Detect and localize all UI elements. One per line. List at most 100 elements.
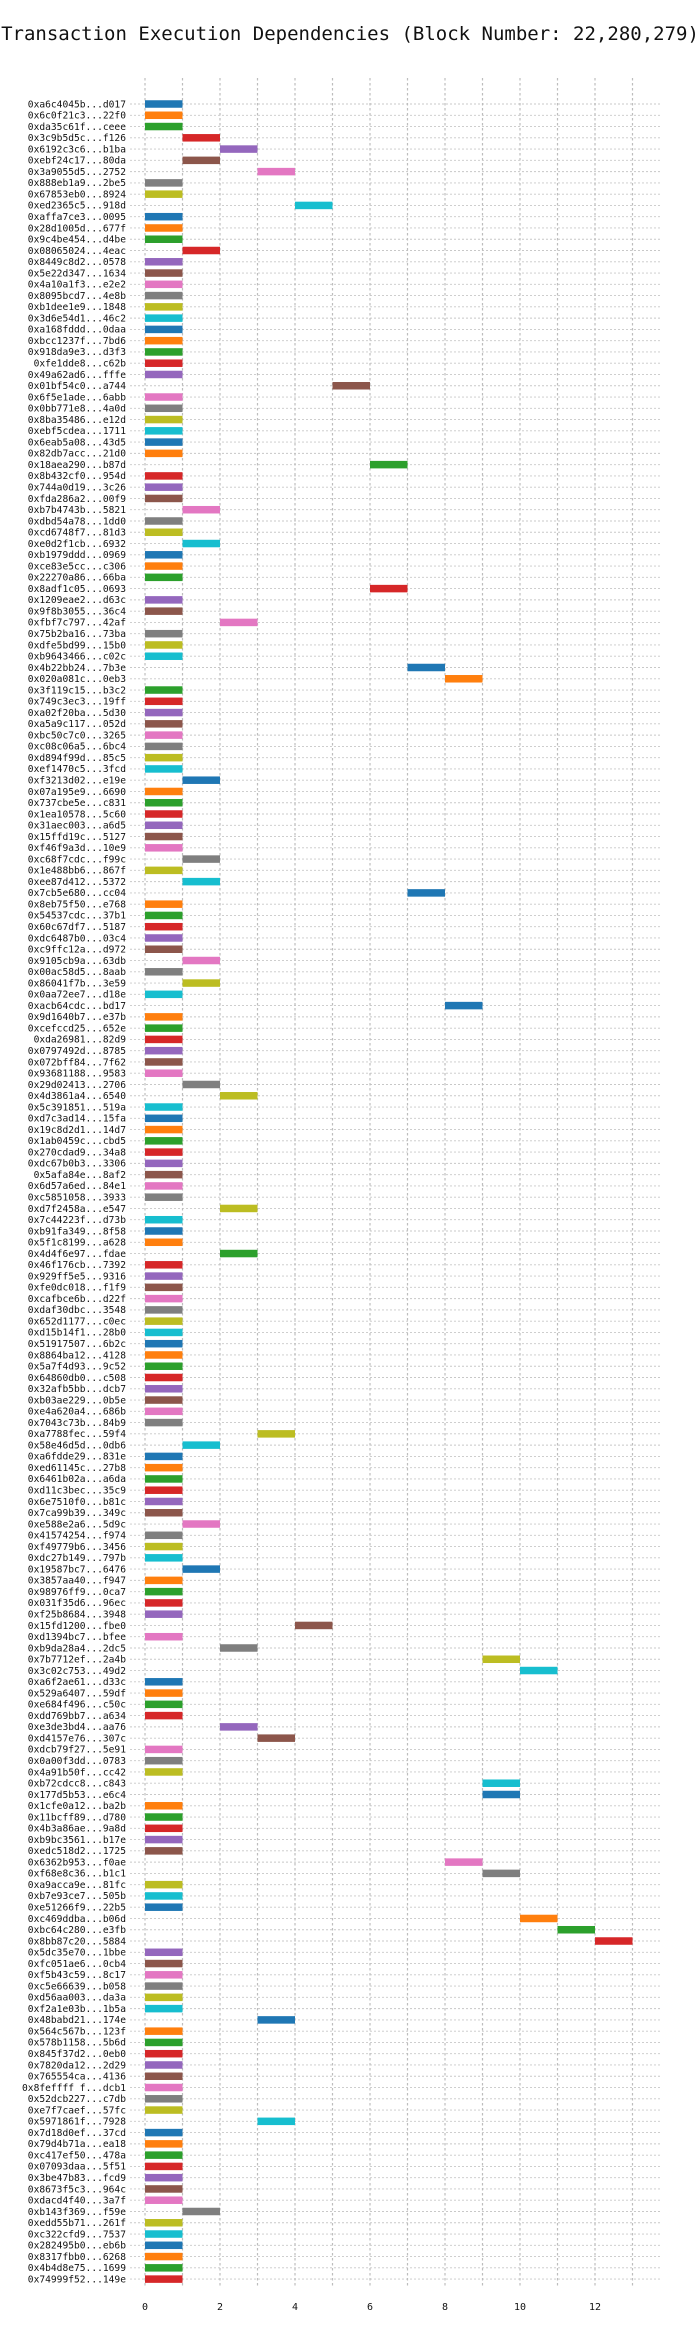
transaction-label: 0x282495b0...eb6b: [28, 2241, 126, 2252]
transaction-bar: [407, 663, 445, 672]
transaction-label: 0x1209eae2...d63c: [28, 595, 126, 606]
transaction-label: 0xdaf30dbc...3548: [28, 1305, 126, 1316]
transaction-bar: [145, 1373, 183, 1382]
transaction-bar: [145, 1362, 183, 1370]
transaction-label: 0x5dc35e70...1bbe: [28, 1948, 126, 1959]
transaction-label: 0xdfe5bd99...15b0: [28, 640, 126, 651]
transaction-label: 0x11bcff89...d780: [28, 1812, 126, 1823]
transaction-bar: [145, 111, 183, 120]
transaction-label: 0xf25b8684...3948: [28, 1609, 126, 1620]
transaction-label: 0x1e488bb6...867f: [28, 866, 126, 877]
transaction-bar: [145, 1880, 183, 1889]
transaction-bar: [145, 596, 183, 604]
transaction-bar: [145, 1306, 183, 1314]
transaction-label: 0xef1470c5...3fcd: [28, 764, 126, 775]
transaction-label: 0xd4157e76...307c: [28, 1733, 126, 1744]
transaction-label: 0x7cb5e680...cc04: [28, 888, 126, 899]
transaction-label: 0x020a081c...0eb3: [28, 674, 126, 685]
transaction-label: 0x8317fbb0...6268: [28, 2252, 126, 2263]
transaction-label: 0x98976ff9...0ca7: [28, 1587, 126, 1598]
transaction-bar: [182, 134, 220, 142]
transaction-label: 0x01bf54c0...a744: [28, 381, 126, 392]
transaction-label: 0x6461b02a...a6da: [28, 1474, 126, 1485]
transaction-bar: [145, 1599, 183, 1607]
transaction-bar: [332, 382, 370, 390]
transaction-label: 0xdc6487b0...03c4: [28, 933, 126, 944]
transaction-bar: [145, 528, 183, 537]
transaction-label: 0x5971861f...7928: [28, 2117, 126, 2128]
transaction-bar: [145, 2049, 183, 2058]
transaction-bar: [145, 1475, 183, 1483]
transaction-label: 0xd894f99d...85c5: [28, 753, 126, 764]
transaction-label: 0xa5a9c117...052d: [28, 719, 126, 730]
transaction-label: 0xbc64c280...e3fb: [28, 1925, 126, 1936]
transaction-bar: [145, 900, 183, 908]
transaction-bar: [145, 551, 183, 559]
transaction-bar: [145, 472, 183, 480]
transaction-bar: [145, 629, 183, 638]
transaction-label: 0x6c0f21c3...22f0: [28, 111, 126, 122]
transaction-bar: [145, 427, 183, 435]
transaction-bar: [445, 675, 483, 683]
transaction-bar: [295, 1621, 333, 1630]
transaction-label: 0xe684f496...c50c: [28, 1700, 126, 1711]
transaction-label: 0x4d3861a4...6540: [28, 1091, 126, 1102]
transaction-bar: [145, 1170, 183, 1179]
transaction-bar: [145, 1542, 183, 1551]
transaction-bar: [145, 1024, 183, 1032]
transaction-label: 0xaffa7ce3...0095: [28, 212, 126, 223]
transaction-label: 0x3857aa40...f947: [28, 1576, 126, 1587]
transaction-label: 0xdcb79f27...5e91: [28, 1745, 126, 1756]
transaction-label: 0x7c44223f...d73b: [28, 1215, 126, 1226]
transaction-label: 0xb9da28a4...2dc5: [28, 1643, 126, 1654]
transaction-bar: [145, 1396, 183, 1404]
transaction-label: 0x4a10a1f3...e2e2: [28, 280, 126, 291]
transaction-bar: [145, 1125, 183, 1134]
transaction-bar: [182, 855, 220, 863]
transaction-label: 0x52dcb227...c7db: [28, 2094, 126, 2105]
transaction-bar: [182, 246, 220, 255]
x-tick-label: 8: [442, 2302, 448, 2313]
transaction-bar: [145, 1959, 183, 1968]
transaction-label: 0x5e22d347...1634: [28, 268, 126, 279]
transaction-bar: [520, 1666, 558, 1675]
transaction-bar: [407, 889, 445, 897]
transaction-bar: [145, 1689, 183, 1697]
transaction-label: 0xb72cdcc8...c843: [28, 1779, 126, 1790]
transaction-bar: [182, 776, 220, 784]
transaction-label: 0xc417ef50...478a: [28, 2150, 126, 2161]
transaction-bar: [145, 1103, 183, 1111]
transaction-bar: [145, 2173, 183, 2182]
transaction-bar: [145, 2004, 183, 2013]
transaction-label: 0x5f1c8199...a628: [28, 1238, 126, 1249]
transaction-bar: [220, 1092, 258, 1100]
transaction-bar: [145, 370, 183, 379]
transaction-bar: [145, 1328, 183, 1337]
transaction-bar: [145, 1903, 183, 1911]
transaction-bar: [182, 877, 220, 886]
transaction-bar: [370, 584, 408, 593]
transaction-bar: [145, 2185, 183, 2193]
transaction-bar: [145, 122, 183, 131]
transaction-bar: [145, 1283, 183, 1292]
transaction-bar: [145, 269, 183, 277]
transaction-label: 0x3be47b83...fcd9: [28, 2173, 126, 2184]
transaction-label: 0xedc518d2...1725: [28, 1846, 126, 1857]
transaction-bar: [145, 2230, 183, 2238]
transaction-label: 0x529a6407...59df: [28, 1688, 126, 1699]
transaction-label: 0x41574254...f974: [28, 1531, 126, 1542]
transaction-bar: [145, 934, 183, 942]
transaction-bar: [145, 1317, 183, 1325]
transaction-bar: [145, 1802, 183, 1810]
transaction-label: 0x75b2ba16...73ba: [28, 629, 126, 640]
transaction-bar: [145, 2241, 183, 2250]
transaction-bar: [145, 2140, 183, 2148]
transaction-bar: [145, 1971, 183, 1979]
transaction-label: 0x32afb5bb...dcb7: [28, 1384, 126, 1395]
transaction-label: 0xbcc1237f...7bd6: [28, 336, 126, 347]
transaction-label: 0x28d1005d...677f: [28, 223, 126, 234]
transaction-label: 0x00ac58d5...8aab: [28, 967, 126, 978]
transaction-label: 0x48babd21...174e: [28, 2015, 126, 2026]
transaction-label: 0x564c567b...123f: [28, 2026, 126, 2037]
